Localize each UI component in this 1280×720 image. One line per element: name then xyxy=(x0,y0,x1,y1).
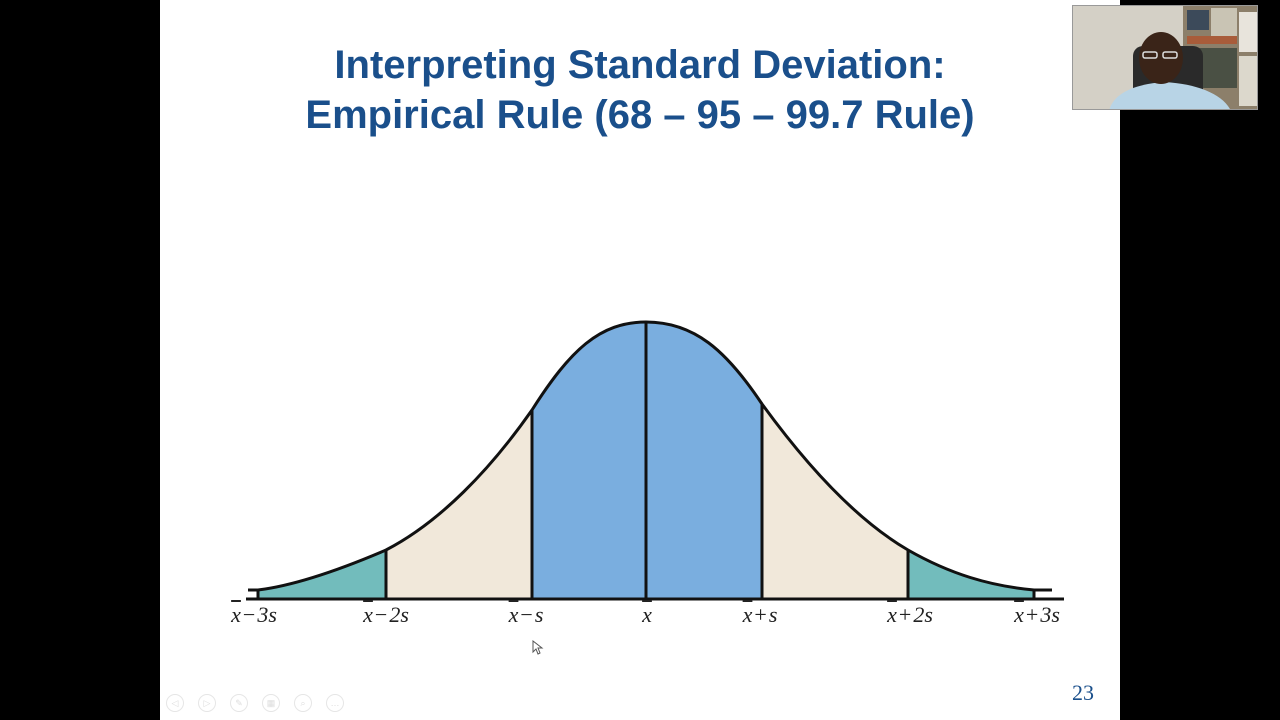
tick-label-plus-1s: x+s xyxy=(742,602,778,627)
presenter-webcam xyxy=(1072,5,1258,110)
mouse-cursor xyxy=(532,640,544,655)
right-tail-region xyxy=(908,550,1034,598)
tick-label-minus-1s: x−s xyxy=(508,602,544,627)
title-line-2: Empirical Rule (68 – 95 – 99.7 Rule) xyxy=(305,93,975,137)
tick-label-minus-2s: x−2s xyxy=(363,602,409,627)
pen-icon: ✎ xyxy=(235,697,243,708)
slideshow-toolbar: ◁ ▷ ✎ ▦ ⌕ … xyxy=(166,694,344,712)
next-slide-button[interactable]: ▷ xyxy=(198,694,216,712)
tick-label-plus-3s: x+3s xyxy=(1014,602,1060,627)
tick-label-mean: x xyxy=(642,602,652,627)
title-line-1: Interpreting Standard Deviation: xyxy=(334,43,946,87)
webcam-video-frame xyxy=(1073,6,1257,109)
slide-title: Interpreting Standard Deviation: Empiric… xyxy=(160,40,1120,140)
grid-icon: ▦ xyxy=(266,697,276,708)
slides-grid-button[interactable]: ▦ xyxy=(262,694,280,712)
next-icon: ▷ xyxy=(203,697,211,708)
normal-distribution-chart xyxy=(246,320,1064,601)
pen-button[interactable]: ✎ xyxy=(230,694,248,712)
previous-slide-button[interactable]: ◁ xyxy=(166,694,184,712)
slide-page-number: 23 xyxy=(1072,680,1094,705)
previous-icon: ◁ xyxy=(171,697,179,708)
tick-label-plus-2s: x+2s xyxy=(887,602,933,627)
zoom-button[interactable]: ⌕ xyxy=(294,694,312,712)
magnifier-icon: ⌕ xyxy=(300,697,306,708)
presenter xyxy=(1109,82,1230,109)
letterbox-left xyxy=(0,0,160,720)
left-tail-region xyxy=(258,550,386,598)
left-middle-region xyxy=(386,410,532,598)
letterbox-right xyxy=(1120,0,1280,720)
tick-label-minus-3s: x−3s xyxy=(231,602,277,627)
presentation-slide: Interpreting Standard Deviation: Empiric… xyxy=(160,0,1120,720)
ellipsis-icon: … xyxy=(330,698,340,708)
more-options-button[interactable]: … xyxy=(326,694,344,712)
